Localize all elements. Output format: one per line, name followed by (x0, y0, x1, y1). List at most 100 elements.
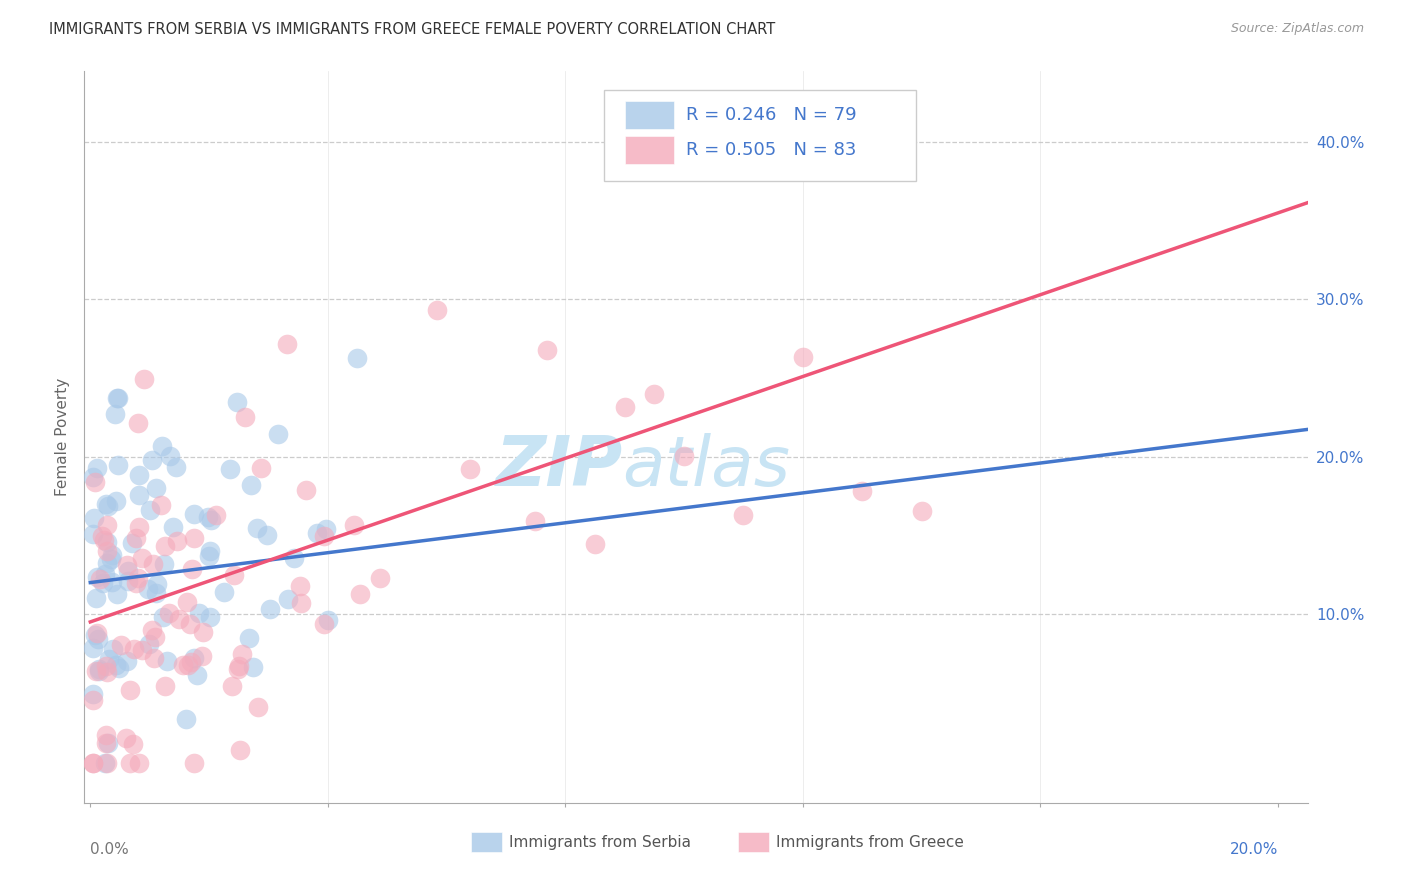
Point (128, 467, 150, 482)
Point (314, 528, 336, 542)
Point (121, 738, 143, 752)
Point (128, 756, 150, 771)
Point (100, 551, 122, 566)
Point (583, 537, 606, 551)
Point (183, 756, 205, 771)
Point (343, 518, 366, 533)
Point (142, 557, 165, 571)
Point (97, 499, 120, 513)
Y-axis label: Female Poverty: Female Poverty (55, 378, 70, 496)
Point (267, 426, 290, 441)
Point (115, 731, 138, 745)
Point (108, 661, 131, 675)
Point (226, 395, 249, 409)
Point (198, 610, 221, 624)
Point (101, 548, 124, 562)
Point (96, 756, 118, 771)
Point (84, 591, 107, 606)
Point (172, 657, 194, 672)
Point (792, 350, 814, 364)
Point (82, 470, 104, 484)
Text: 20.0%: 20.0% (1229, 842, 1278, 857)
Point (107, 458, 129, 472)
Point (200, 512, 222, 526)
Point (127, 417, 149, 431)
Point (613, 401, 636, 415)
Point (288, 579, 311, 593)
Point (235, 409, 257, 424)
Point (139, 503, 162, 517)
Point (186, 667, 208, 681)
Point (103, 641, 125, 656)
Point (228, 658, 250, 673)
Point (93, 533, 115, 547)
Point (318, 613, 340, 627)
Point (96, 517, 118, 532)
Point (283, 551, 305, 566)
Point (105, 391, 128, 405)
Text: atlas: atlas (623, 433, 790, 500)
Point (89, 572, 111, 586)
Point (176, 595, 198, 609)
FancyBboxPatch shape (626, 102, 673, 129)
Point (198, 544, 221, 558)
Text: Immigrants from Greece: Immigrants from Greece (776, 835, 965, 849)
Point (86, 461, 108, 475)
Point (107, 391, 129, 405)
Point (138, 637, 160, 651)
Point (93, 567, 115, 582)
Text: Source: ZipAtlas.com: Source: ZipAtlas.com (1230, 22, 1364, 36)
Point (307, 525, 329, 540)
Point (197, 549, 219, 563)
Point (153, 539, 176, 553)
Point (156, 653, 179, 667)
Point (94, 736, 117, 750)
Point (83, 510, 105, 524)
Point (82, 693, 104, 707)
Point (226, 662, 249, 676)
FancyBboxPatch shape (605, 90, 917, 181)
Point (105, 494, 128, 508)
Point (118, 756, 141, 771)
Point (125, 531, 148, 545)
Point (231, 647, 253, 661)
Point (90, 529, 112, 543)
Point (94, 659, 117, 673)
Point (219, 461, 242, 475)
Text: R = 0.505   N = 83: R = 0.505 N = 83 (686, 141, 856, 160)
Point (127, 571, 149, 585)
Point (82, 526, 104, 541)
Text: ZIP: ZIP (495, 433, 623, 500)
Point (121, 536, 143, 550)
Point (82, 640, 104, 655)
Point (141, 453, 163, 467)
Point (673, 449, 696, 463)
Point (84, 475, 107, 489)
Point (110, 638, 132, 652)
Point (125, 576, 148, 591)
Point (86, 570, 108, 584)
Point (183, 650, 205, 665)
Point (290, 596, 312, 610)
Text: Immigrants from Serbia: Immigrants from Serbia (509, 835, 690, 849)
Point (315, 522, 337, 536)
Point (128, 520, 150, 534)
Point (910, 504, 932, 518)
Point (176, 712, 198, 726)
Point (368, 571, 391, 585)
Point (183, 507, 205, 521)
Point (851, 484, 873, 499)
Point (276, 337, 298, 351)
Point (104, 407, 127, 421)
Point (117, 565, 139, 579)
Point (145, 586, 167, 600)
Point (87, 664, 110, 678)
Point (239, 477, 262, 491)
Point (346, 351, 368, 366)
Point (152, 610, 174, 624)
FancyBboxPatch shape (626, 136, 673, 164)
Point (131, 643, 153, 657)
Point (97, 736, 120, 750)
Point (523, 514, 546, 528)
Point (246, 520, 269, 534)
